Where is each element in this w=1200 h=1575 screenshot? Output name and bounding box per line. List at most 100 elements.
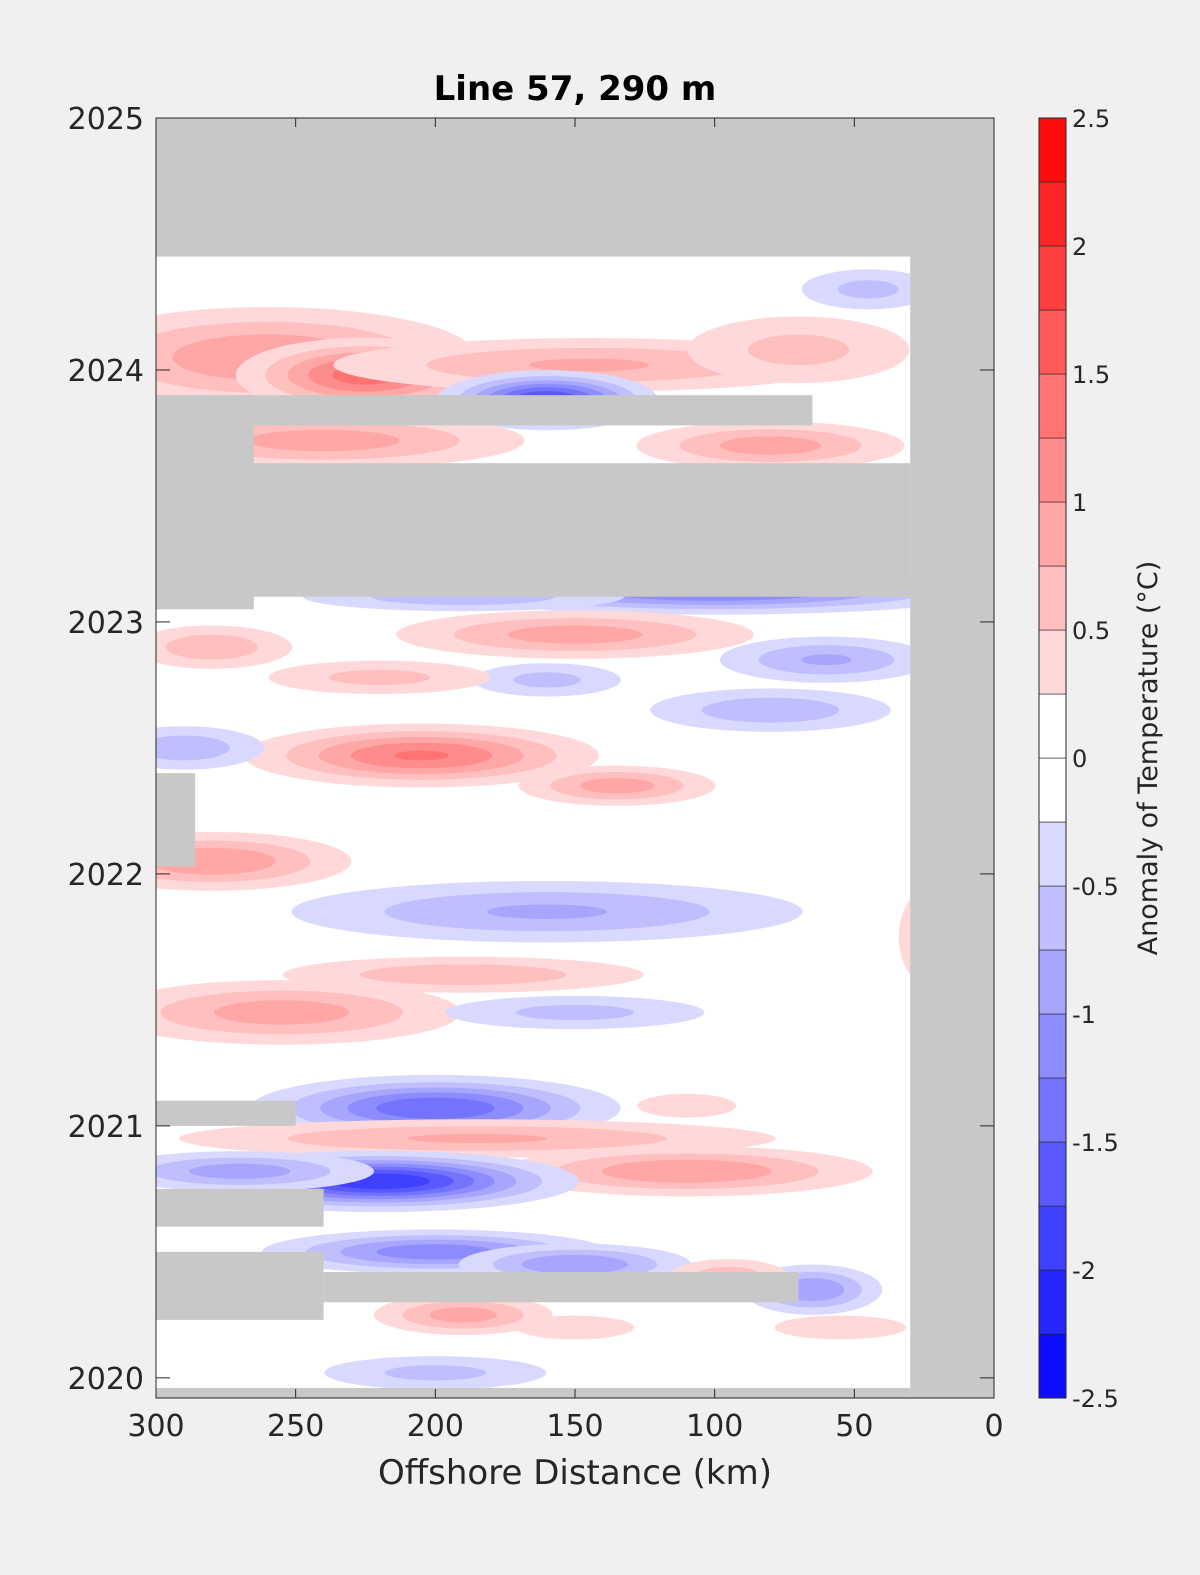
- anomaly-blob: [518, 765, 716, 806]
- anomaly-blob: [282, 956, 644, 993]
- anomaly-blob: [473, 663, 621, 697]
- colorbar-segment: [1038, 501, 1067, 567]
- anomaly-contour: [522, 1254, 628, 1275]
- y-tick-label: 2024: [68, 354, 144, 389]
- colorbar-segment: [1038, 757, 1067, 823]
- anomaly-blob: [801, 269, 935, 310]
- colorbar-segment: [1038, 309, 1067, 375]
- colorbar-tick-label: 0.5: [1072, 617, 1110, 645]
- anomaly-contour: [719, 436, 822, 455]
- anomaly-contour: [801, 654, 852, 666]
- colorbar-segment: [1038, 565, 1067, 631]
- no-data-region: [156, 463, 911, 597]
- x-tick-label: 200: [407, 1409, 464, 1444]
- colorbar-segment: [1038, 245, 1067, 311]
- anomaly-contour: [513, 672, 581, 688]
- anomaly-blob: [719, 636, 933, 683]
- anomaly-blob: [373, 1294, 553, 1336]
- x-tick-label: 0: [984, 1409, 1003, 1444]
- colorbar-tick-label: -0.5: [1072, 873, 1119, 901]
- colorbar-segment: [1038, 693, 1067, 759]
- no-data-region: [156, 118, 994, 257]
- colorbar-segment: [1038, 821, 1067, 887]
- anomaly-contour: [214, 1000, 350, 1025]
- anomaly-contour: [515, 1315, 635, 1340]
- colorbar-tick-label: -1: [1072, 1001, 1096, 1029]
- anomaly-layer: [156, 269, 994, 1390]
- colorbar-tick-label: 2.5: [1072, 105, 1110, 133]
- y-tick-label: 2022: [68, 858, 144, 893]
- colorbar-segment: [1038, 373, 1067, 439]
- plot-area: [156, 118, 994, 1398]
- anomaly-contour: [429, 1307, 498, 1323]
- x-tick-label: 50: [835, 1409, 873, 1444]
- y-tick-label: 2021: [68, 1110, 144, 1145]
- colorbar-tick-label: 2: [1072, 233, 1087, 261]
- anomaly-contour: [189, 1163, 291, 1179]
- x-axis-label: Offshore Distance (km): [378, 1453, 772, 1493]
- anomaly-contour: [406, 1133, 548, 1143]
- colorbar-segment: [1038, 1013, 1067, 1079]
- y-tick-label: 2020: [68, 1362, 144, 1397]
- anomaly-contour: [701, 697, 840, 723]
- colorbar-segment: [1038, 181, 1067, 247]
- no-data-region: [156, 1387, 911, 1398]
- anomaly-blob: [500, 1146, 873, 1197]
- colorbar-tick-label: 0: [1072, 745, 1087, 773]
- colorbar-segment: [1038, 117, 1067, 183]
- colorbar-segment: [1038, 949, 1067, 1015]
- anomaly-contour: [156, 735, 230, 761]
- anomaly-contour: [528, 358, 650, 372]
- no-data-region: [910, 256, 994, 1398]
- no-data-region: [156, 773, 196, 867]
- anomaly-blob: [650, 688, 891, 732]
- anomaly-contour: [376, 1097, 495, 1119]
- anomaly-contour: [637, 1093, 737, 1118]
- colorbar-tick-label: 1.5: [1072, 361, 1110, 389]
- anomaly-contour: [384, 1365, 486, 1381]
- anomaly-blob: [396, 610, 754, 659]
- anomaly-blob: [637, 1093, 737, 1118]
- colorbar-tick-label: -2.5: [1072, 1385, 1119, 1413]
- x-axis: 300 250 200 150 100 50 0: [127, 118, 1004, 1444]
- anomaly-contour: [774, 1315, 907, 1340]
- x-tick-label: 150: [546, 1409, 603, 1444]
- colorbar-frame: [1038, 117, 1067, 1399]
- no-data-region: [156, 1251, 324, 1320]
- anomaly-contour: [601, 1159, 772, 1183]
- no-data-region: [156, 1100, 296, 1126]
- anomaly-blob: [774, 1315, 907, 1340]
- colorbar-segment: [1038, 885, 1067, 951]
- x-tick-label: 250: [267, 1409, 324, 1444]
- colorbar-segment: [1038, 1077, 1067, 1143]
- anomaly-contour: [393, 750, 449, 761]
- no-data-region: [323, 1272, 799, 1303]
- colorbar-tick-label: -2: [1072, 1257, 1096, 1285]
- anomaly-contour: [247, 429, 400, 452]
- anomaly-contour: [166, 634, 258, 660]
- anomaly-blob: [291, 880, 803, 943]
- no-data-layer: [156, 118, 994, 1398]
- anomaly-blob: [687, 316, 910, 384]
- colorbar: -2.5 -2 -1.5 -1 -0.5 0 0.5 1 1.5 2 2.5: [1038, 105, 1119, 1413]
- colorbar-tick-label: 1: [1072, 489, 1087, 517]
- anomaly-blob: [156, 980, 461, 1045]
- anomaly-contour: [579, 778, 655, 794]
- colorbar-segment: [1038, 437, 1067, 503]
- no-data-region: [156, 395, 813, 426]
- anomaly-contour: [360, 964, 567, 986]
- anomaly-contour: [747, 334, 850, 366]
- colorbar-segment: [1038, 1333, 1067, 1399]
- anomaly-blob: [515, 1315, 635, 1340]
- anomaly-blob: [156, 625, 293, 669]
- chart-title: Line 57, 290 m: [434, 69, 717, 109]
- anomaly-blob: [445, 995, 705, 1030]
- anomaly-contour: [376, 1244, 495, 1260]
- anomaly-blob: [324, 1356, 547, 1390]
- anomaly-blob: [268, 660, 491, 695]
- anomaly-contour: [486, 904, 608, 919]
- x-tick-label: 100: [686, 1409, 743, 1444]
- no-data-region: [156, 1188, 324, 1227]
- y-axis: 2020 2021 2022 2023 2024 2025: [68, 102, 994, 1397]
